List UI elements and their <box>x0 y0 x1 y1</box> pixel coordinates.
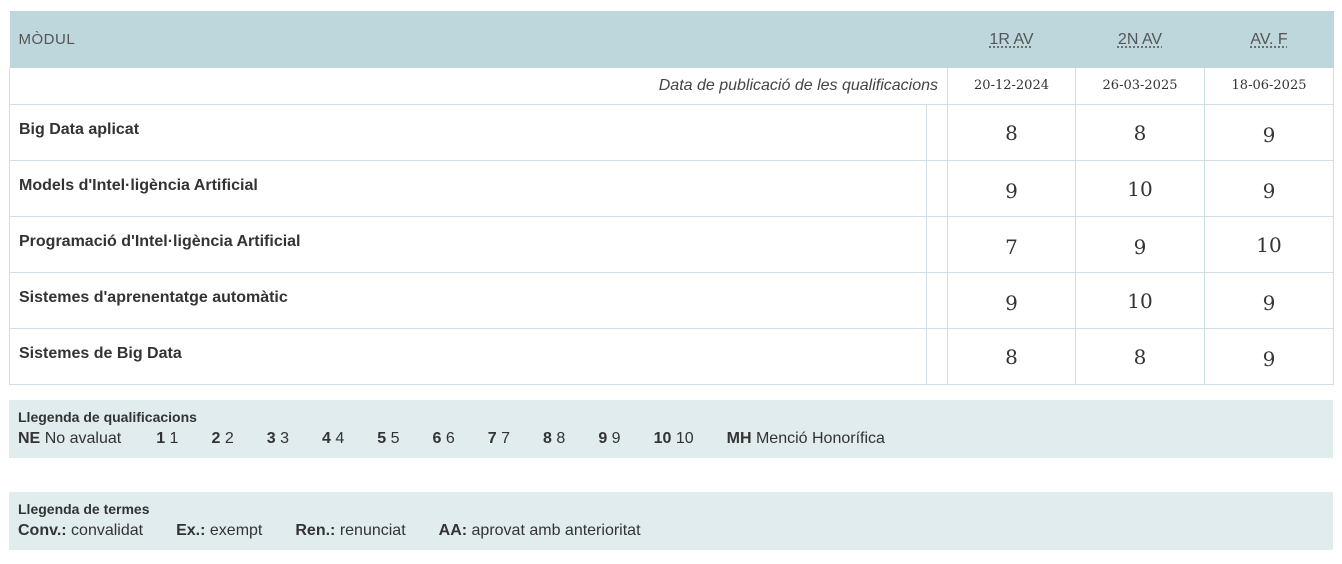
module-column-header: MÒDUL <box>18 31 76 48</box>
grade-2n-av: 8 <box>1075 103 1206 161</box>
publication-date-2: 26-03-2025 <box>1075 68 1206 105</box>
legend-item: NE No avaluat <box>18 430 121 448</box>
terms-legend: Llegenda de termes Conv.: convalidat Ex.:… <box>9 492 1333 550</box>
legend-text: renunciat <box>339 522 406 539</box>
legend-text: 5 <box>390 430 400 447</box>
legend-item: 3 3 <box>267 430 289 448</box>
legend-text: 4 <box>335 430 345 447</box>
legend-text: 2 <box>224 430 234 447</box>
publication-date-label: Data de publicació de les qualificacions <box>8 68 949 105</box>
grade-av-f: 9 <box>1204 271 1335 329</box>
legend-item: Conv.: convalidat <box>18 522 143 540</box>
legend-code: AA: <box>438 522 468 539</box>
grade-2n-av: 8 <box>1075 327 1206 385</box>
legend-code: 3 <box>266 430 276 447</box>
legend-code: 7 <box>487 430 497 447</box>
table-row: Sistemes d'aprenentatge automàtic 9 10 9 <box>9 271 1335 329</box>
legend-code: 1 <box>156 430 166 447</box>
legend-text: convalidat <box>71 522 144 539</box>
legend-text: No avaluat <box>44 430 122 447</box>
grade-2n-av: 10 <box>1075 159 1206 217</box>
legend-item: 8 8 <box>543 430 565 448</box>
legend-text: Menció Honorífica <box>755 430 885 447</box>
table-header: MÒDUL 1R AV 2N AV AV. F <box>9 11 1334 68</box>
module-name: Sistemes d'aprenentatge automàtic <box>9 271 927 329</box>
legend-code: Ren.: <box>295 522 336 539</box>
legend-code: 2 <box>211 430 221 447</box>
table-row: Big Data aplicat 8 8 9 <box>9 103 1335 161</box>
legend-code: NE <box>18 430 41 447</box>
table-row: Models d'Intel·ligència Artificial 9 10 … <box>9 159 1335 217</box>
grade-1r-av: 8 <box>947 327 1077 385</box>
grade-1r-av: 8 <box>947 103 1077 161</box>
legend-text: 3 <box>280 430 289 447</box>
legend-item: Ex.: exempt <box>176 522 262 540</box>
legend-code: MH <box>726 430 752 447</box>
column-header-1r-av: 1R AV <box>948 11 1076 68</box>
module-name: Models d'Intel·ligència Artificial <box>9 159 927 217</box>
legend-code: 4 <box>321 430 331 447</box>
spacer-cell <box>925 215 949 273</box>
publication-date-3: 18-06-2025 <box>1204 68 1335 105</box>
legend-item: 1 1 <box>156 430 178 448</box>
legend-code: Conv.: <box>18 522 67 539</box>
grade-av-f: 9 <box>1204 103 1335 161</box>
abbr-1r-av: 1R AV <box>989 30 1034 48</box>
spacer-cell <box>925 327 949 385</box>
terms-legend-title: Llegenda de termes <box>18 501 150 517</box>
legend-code: 6 <box>432 430 442 447</box>
terms-legend-items: Conv.: convalidat Ex.: exempt Ren.: renunc… <box>18 522 1324 540</box>
column-header-av-f: AV. F <box>1205 11 1334 68</box>
grade-av-f: 9 <box>1204 327 1335 385</box>
grade-1r-av: 7 <box>947 215 1077 273</box>
legend-code: 10 <box>653 430 672 447</box>
table-row: Programació d'Intel·ligència Artificial … <box>9 215 1335 273</box>
legend-text: 8 <box>556 430 566 447</box>
spacer-cell <box>925 271 949 329</box>
legend-item: 5 5 <box>377 430 399 448</box>
legend-text: exempt <box>209 522 263 539</box>
legend-code: 5 <box>377 430 387 447</box>
legend-item: AA: aprovat amb anterioritat <box>439 522 641 540</box>
legend-item: 7 7 <box>488 430 510 448</box>
grade-av-f: 10 <box>1204 215 1335 273</box>
publication-dates-row: Data de publicació de les qualificacions… <box>8 68 1335 105</box>
legend-item: 6 6 <box>433 430 455 448</box>
grades-table: MÒDUL 1R AV 2N AV AV. F Data de publicac… <box>8 11 1335 385</box>
abbr-2n-av: 2N AV <box>1117 30 1163 48</box>
legend-text: 9 <box>611 430 621 447</box>
column-header-2n-av: 2N AV <box>1076 11 1205 68</box>
grade-2n-av: 10 <box>1075 271 1206 329</box>
legend-code: Ex.: <box>176 522 206 539</box>
legend-text: 10 <box>675 430 694 447</box>
grade-av-f: 9 <box>1204 159 1335 217</box>
legend-item: MH Menció Honorífica <box>727 430 885 448</box>
module-name: Big Data aplicat <box>9 103 927 161</box>
grades-legend-title: Llegenda de qualificacions <box>18 409 197 425</box>
module-name: Sistemes de Big Data <box>9 327 927 385</box>
spacer-cell <box>925 103 949 161</box>
publication-date-1: 20-12-2024 <box>947 68 1077 105</box>
legend-item: 9 9 <box>598 430 620 448</box>
legend-text: 6 <box>445 430 455 447</box>
abbr-av-f: AV. F <box>1250 30 1288 48</box>
grade-2n-av: 9 <box>1075 215 1206 273</box>
legend-item: Ren.: renunciat <box>295 522 405 540</box>
legend-item: 4 4 <box>322 430 344 448</box>
legend-item: 10 10 <box>654 430 694 448</box>
grade-1r-av: 9 <box>947 271 1077 329</box>
legend-text: 7 <box>501 430 511 447</box>
module-name: Programació d'Intel·ligència Artificial <box>9 215 927 273</box>
legend-item: 2 2 <box>211 430 233 448</box>
table-row: Sistemes de Big Data 8 8 9 <box>9 327 1335 385</box>
grades-legend: Llegenda de qualificacions NE No avaluat… <box>9 400 1333 458</box>
legend-code: 8 <box>543 430 552 447</box>
grade-1r-av: 9 <box>947 159 1077 217</box>
legend-text: aprovat amb anterioritat <box>471 522 641 539</box>
legend-code: 9 <box>598 430 608 447</box>
legend-text: 1 <box>169 430 179 447</box>
spacer-cell <box>925 159 949 217</box>
